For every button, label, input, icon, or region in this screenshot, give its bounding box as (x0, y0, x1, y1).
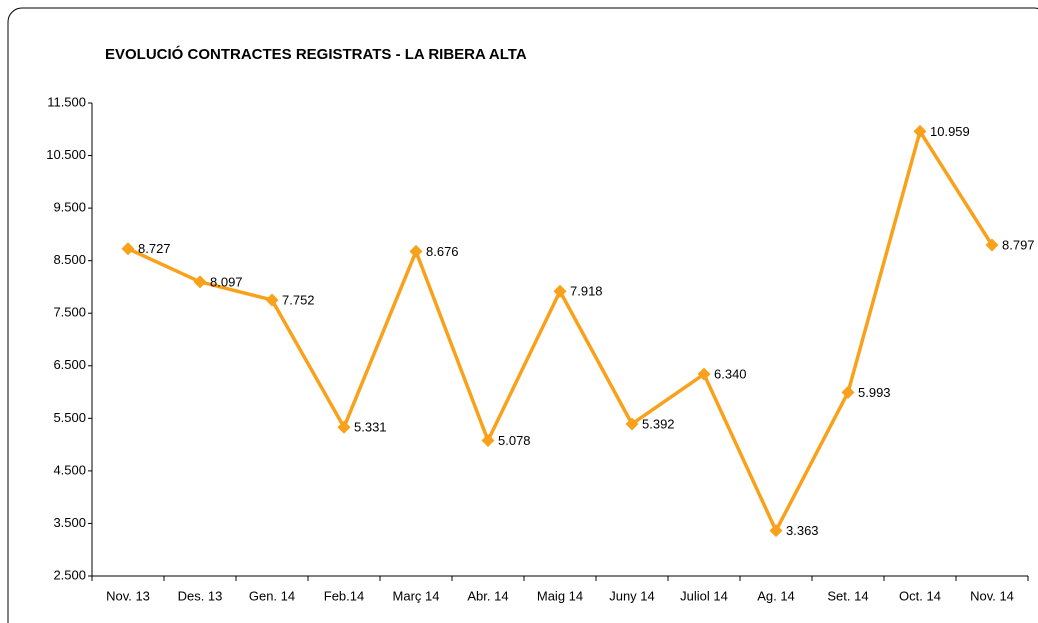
data-label: 8.797 (1002, 237, 1035, 252)
marker (841, 385, 855, 399)
data-label: 7.752 (282, 292, 315, 307)
marker (553, 284, 567, 298)
marker (769, 524, 783, 538)
marker (265, 293, 279, 307)
marker (913, 124, 927, 138)
marker (121, 242, 135, 256)
x-tick-label: Maig 14 (537, 588, 583, 603)
chart-border (7, 7, 1038, 623)
x-tick-label: Nov. 13 (106, 588, 150, 603)
y-tick-label: 8.500 (53, 252, 86, 267)
y-tick-label: 6.500 (53, 357, 86, 372)
x-tick-label: Set. 14 (827, 588, 868, 603)
data-label: 5.331 (354, 420, 387, 435)
x-tick-label: Gen. 14 (249, 588, 295, 603)
y-tick-label: 2.500 (53, 567, 86, 582)
x-tick-label: Feb.14 (324, 588, 364, 603)
y-tick-label: 11.500 (47, 94, 86, 109)
x-tick-label: Juliol 14 (680, 588, 728, 603)
y-tick-label: 3.500 (53, 515, 86, 530)
marker (481, 434, 495, 448)
data-label: 7.918 (570, 284, 603, 299)
marker (193, 275, 207, 289)
marker (697, 367, 711, 381)
marker (409, 244, 423, 258)
data-label: 5.078 (498, 433, 531, 448)
x-tick-label: Des. 13 (178, 588, 223, 603)
data-label: 10.959 (930, 124, 970, 139)
x-tick-label: Març 14 (393, 588, 440, 603)
marker (625, 417, 639, 431)
x-tick-label: Nov. 14 (970, 588, 1014, 603)
x-tick-label: Juny 14 (609, 588, 655, 603)
data-label: 8.727 (138, 241, 171, 256)
y-tick-label: 10.500 (46, 147, 86, 162)
x-tick-label: Oct. 14 (899, 588, 941, 603)
data-label: 6.340 (714, 367, 747, 382)
chart-title: EVOLUCIÓ CONTRACTES REGISTRATS - LA RIBE… (105, 45, 527, 63)
y-tick-label: 7.500 (53, 305, 86, 320)
x-tick-label: Ag. 14 (757, 588, 795, 603)
data-label: 3.363 (786, 523, 819, 538)
marker (337, 420, 351, 434)
y-tick-label: 9.500 (53, 200, 86, 215)
data-label: 5.392 (642, 416, 675, 431)
y-tick-label: 4.500 (53, 462, 86, 477)
data-label: 5.993 (858, 385, 891, 400)
y-tick-label: 5.500 (53, 410, 86, 425)
data-label: 8.097 (210, 274, 243, 289)
marker (985, 238, 999, 252)
x-tick-label: Abr. 14 (467, 588, 508, 603)
data-label: 8.676 (426, 244, 459, 259)
